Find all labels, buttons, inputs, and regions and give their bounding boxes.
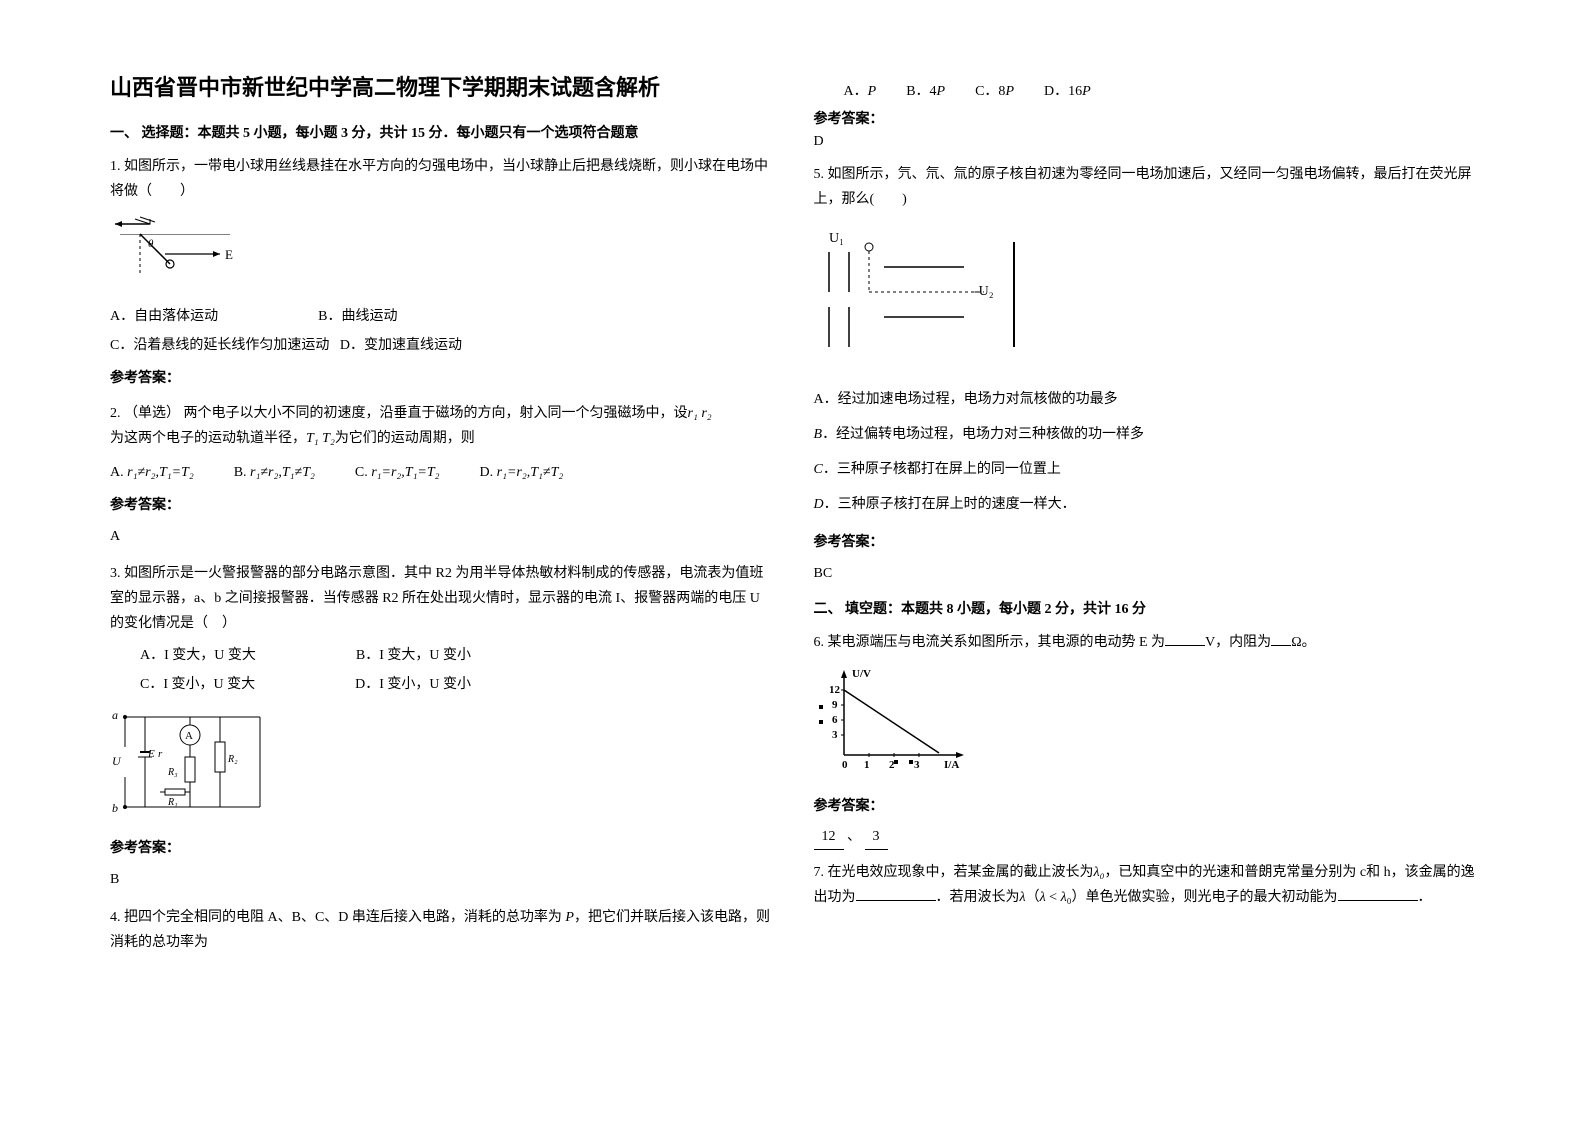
q3-diagram: a b U E r R₁ A <box>110 707 774 826</box>
question-2: 2. （单选） 两个电子以大小不同的初速度，沿垂直于磁场的方向，射入同一个匀强磁… <box>110 401 774 549</box>
svg-text:U₁: U₁ <box>829 231 844 246</box>
q6-pre: 6. 某电源端压与电流关系如图所示，其电源的电动势 E 为 <box>814 635 1166 650</box>
q4-text: 4. 把四个完全相同的电阻 A、B、C、D 串连后接入电路，消耗的总功率为 P，… <box>110 905 774 955</box>
page-title: 山西省晋中市新世纪中学高二物理下学期期末试题含解析 <box>110 70 774 102</box>
q6-ans1: 12 <box>814 824 844 850</box>
q2-text: 2. （单选） 两个电子以大小不同的初速度，沿垂直于磁场的方向，射入同一个匀强磁… <box>110 401 774 451</box>
q2-answer: A <box>110 524 774 549</box>
q5-optC: C．三种原子核都打在屏上的同一位置上 <box>814 452 1478 487</box>
q7-mid3: （ <box>1026 890 1040 905</box>
question-4: 4. 把四个完全相同的电阻 A、B、C、D 串连后接入电路，消耗的总功率为 P，… <box>110 905 774 955</box>
q1-diagram: θ E <box>110 214 774 293</box>
q2-text-pre: 2. （单选） 两个电子以大小不同的初速度，沿垂直于磁场的方向，射入同一个匀强磁… <box>110 406 688 421</box>
left-column: 山西省晋中市新世纪中学高二物理下学期期末试题含解析 一、 选择题：本题共 5 小… <box>90 70 794 1052</box>
svg-text:E: E <box>147 748 155 760</box>
q3-optA: A．I 变大，U 变大 <box>140 643 256 668</box>
q6-ans2: 3 <box>865 824 888 850</box>
svg-text:U: U <box>112 754 122 768</box>
svg-text:r: r <box>158 748 163 760</box>
svg-text:b: b <box>112 801 118 815</box>
q4-optA: A．P <box>844 80 877 100</box>
svg-text:1: 1 <box>864 759 870 771</box>
q7-mid4: < <box>1046 890 1061 905</box>
q1-optD: D．变加速直线运动 <box>340 338 462 353</box>
q7-pre: 7. 在光电效应现象中，若某金属的截止波长为 <box>814 865 1094 880</box>
q1-theta-label: θ <box>148 238 154 250</box>
q3-text: 3. 如图所示是一火警报警器的部分电路示意图．其中 R2 为用半导体热敏材料制成… <box>110 561 774 637</box>
q7-mid2: ．若用波长为 <box>936 890 1020 905</box>
q6-text: 6. 某电源端压与电流关系如图所示，其电源的电动势 E 为 V，内阻为 Ω。 <box>814 630 1478 655</box>
q6-sep: 、 <box>847 829 861 844</box>
q6-answer: 12 、 3 <box>814 824 1478 850</box>
q1-optB: B．曲线运动 <box>318 304 397 329</box>
q3-answer-label: 参考答案： <box>110 836 774 861</box>
q4-answer: D <box>814 134 1478 150</box>
svg-text:I/A: I/A <box>944 759 959 771</box>
q1-answer-label: 参考答案： <box>110 366 774 391</box>
question-1: 1. 如图所示，一带电小球用丝线悬挂在水平方向的匀强电场中，当小球静止后把悬线烧… <box>110 154 774 391</box>
q5-optA: A．经过加速电场过程，电场力对氚核做的功最多 <box>814 382 1478 417</box>
svg-text:R₁: R₁ <box>167 797 178 808</box>
q1-text: 1. 如图所示，一带电小球用丝线悬挂在水平方向的匀强电场中，当小球静止后把悬线烧… <box>110 154 774 204</box>
question-6: 6. 某电源端压与电流关系如图所示，其电源的电动势 E 为 V，内阻为 Ω。 U/V… <box>814 630 1478 850</box>
q3-answer: B <box>110 867 774 892</box>
svg-text:a: a <box>112 708 118 722</box>
q5-answer: BC <box>814 561 1478 586</box>
q2-optD: D. r₁=r₂,T₁≠T₂ <box>480 460 564 485</box>
q4-optC: C．8P <box>975 80 1014 100</box>
svg-text:-U₂: -U₂ <box>974 284 994 299</box>
section2-header: 二、 填空题：本题共 8 小题，每小题 2 分，共计 16 分 <box>814 598 1478 618</box>
q4-answer-label: 参考答案： <box>814 108 1478 128</box>
q5-answer-label: 参考答案： <box>814 530 1478 555</box>
svg-text:12: 12 <box>829 684 841 696</box>
q4-optD: D．16P <box>1044 80 1091 100</box>
q3-optB: B．I 变大，U 变小 <box>356 643 471 668</box>
q7-lambda0: λ₀ <box>1094 865 1105 880</box>
question-3: 3. 如图所示是一火警报警器的部分电路示意图．其中 R2 为用半导体热敏材料制成… <box>110 561 774 893</box>
svg-text:6: 6 <box>832 714 838 726</box>
q5-text: 5. 如图所示，氕、氘、氚的原子核自初速为零经同一电场加速后，又经同一匀强电场偏… <box>814 162 1478 212</box>
section1-header: 一、 选择题：本题共 5 小题，每小题 3 分，共计 15 分．每小题只有一个选… <box>110 122 774 142</box>
svg-text:U/V: U/V <box>852 668 871 680</box>
q1-optC: C．沿着悬线的延长线作匀加速运动 <box>110 338 329 353</box>
q6-answer-label: 参考答案： <box>814 794 1478 819</box>
q6-mid: V，内阻为 <box>1205 635 1271 650</box>
q1-E-label: E <box>225 247 233 262</box>
q3-optD: D．I 变小，U 变小 <box>355 672 471 697</box>
q7-text: 7. 在光电效应现象中，若某金属的截止波长为λ₀，已知真空中的光速和普朗克常量分… <box>814 860 1478 910</box>
q2-optB: B. r₁≠r₂,T₁≠T₂ <box>234 460 315 485</box>
q6-end: Ω。 <box>1291 635 1315 650</box>
q2-optA: A. r₁≠r₂,T₁=T₂ <box>110 460 194 485</box>
question-5: 5. 如图所示，氕、氘、氚的原子核自初速为零经同一电场加速后，又经同一匀强电场偏… <box>814 162 1478 586</box>
svg-text:0: 0 <box>842 759 848 771</box>
q2-text-mid: 为这两个电子的运动轨道半径， <box>110 431 306 446</box>
q2-text-end: 为它们的运动周期，则 <box>335 431 475 446</box>
q7-mid5: ₀）单色光做实验，则光电子的最大初动能为 <box>1067 890 1338 905</box>
right-column: A．P B．4P C．8P D．16P 参考答案： D 5. 如图所示，氕、氘、… <box>794 70 1498 1052</box>
q2-optC: C. r₁=r₂,T₁=T₂ <box>355 460 440 485</box>
q3-optC: C．I 变小，U 变大 <box>140 672 255 697</box>
q5-diagram: U₁ -U₂ <box>814 222 1478 371</box>
q6-diagram: U/V I/A 12 9 6 3 0 1 2 3 <box>814 665 1478 784</box>
svg-text:9: 9 <box>832 699 838 711</box>
q5-optB: B．经过偏转电场过程，电场力对三种核做的功一样多 <box>814 417 1478 452</box>
svg-text:R₃: R₃ <box>167 767 178 778</box>
q5-optD: D．三种原子核打在屏上时的速度一样大． <box>814 487 1478 522</box>
svg-text:3: 3 <box>832 729 838 741</box>
q4-optB: B．4P <box>906 80 945 100</box>
svg-text:3: 3 <box>914 759 920 771</box>
q1-optA: A．自由落体运动 <box>110 304 218 329</box>
q2-answer-label: 参考答案： <box>110 493 774 518</box>
svg-text:R₂: R₂ <box>227 754 238 765</box>
question-7: 7. 在光电效应现象中，若某金属的截止波长为λ₀，已知真空中的光速和普朗克常量分… <box>814 860 1478 910</box>
svg-text:A: A <box>185 730 193 742</box>
q7-end: ． <box>1418 890 1432 905</box>
